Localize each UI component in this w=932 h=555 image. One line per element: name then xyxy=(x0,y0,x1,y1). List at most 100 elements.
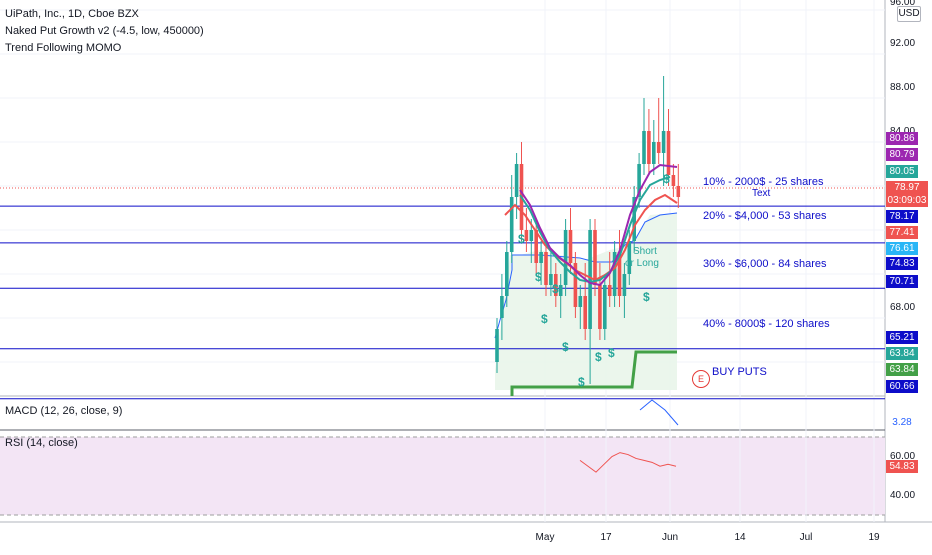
candle-body xyxy=(637,164,641,197)
price-badge: 63.84 xyxy=(886,347,918,360)
price-badge: 60.66 xyxy=(886,380,918,393)
dollar-signal: $ xyxy=(578,375,585,389)
macd-legend[interactable]: MACD (12, 26, close, 9) xyxy=(5,405,123,417)
level-label-40pct[interactable]: 40% - 8000$ - 120 shares xyxy=(703,318,830,330)
price-badge: 63.84 xyxy=(886,363,918,376)
rsi-legend[interactable]: RSI (14, close) xyxy=(5,437,78,449)
price-pane[interactable] xyxy=(0,0,885,396)
time-tick: 19 xyxy=(868,532,880,543)
dollar-signal: $ xyxy=(608,346,615,360)
candle-body xyxy=(549,274,553,285)
level-label-10pct[interactable]: 10% - 2000$ - 25 shares xyxy=(703,176,824,188)
price-badge: 76.61 xyxy=(886,242,918,255)
candle-body xyxy=(554,274,558,296)
candle-body xyxy=(671,175,676,186)
rsi-band xyxy=(0,437,885,515)
candle-body xyxy=(607,285,612,296)
dollar-signal: $ xyxy=(552,282,559,296)
price-badge: 65.21 xyxy=(886,331,918,344)
price-badge: 77.41 xyxy=(886,226,918,239)
level-label-30pct[interactable]: 30% - $6,000 - 84 shares xyxy=(703,258,827,270)
time-tick: May xyxy=(535,532,555,543)
symbol-legend[interactable]: UiPath, Inc., 1D, Cboe BZX xyxy=(5,8,139,20)
price-badge: 78.17 xyxy=(886,210,918,223)
dollar-signal: $ xyxy=(541,312,548,326)
indicator-legend-2[interactable]: Trend Following MOMO xyxy=(5,42,122,54)
candle-body xyxy=(642,131,646,164)
candle-body xyxy=(632,197,636,241)
candle-body xyxy=(534,230,538,263)
candle-body xyxy=(573,263,578,307)
candle-body xyxy=(676,186,681,197)
dollar-signal: $ xyxy=(595,350,602,364)
time-tick: Jun xyxy=(661,532,679,543)
candle-body xyxy=(647,131,651,164)
time-tick: 14 xyxy=(734,532,746,543)
candle-body xyxy=(505,252,509,296)
dollar-signal: $ xyxy=(535,270,542,284)
candle-body xyxy=(558,285,563,296)
indicator-legend-1[interactable]: Naked Put Growth v2 (-4.5, low, 450000) xyxy=(5,25,204,37)
price-badge: 74.83 xyxy=(886,257,918,270)
candle-body xyxy=(603,285,607,329)
earnings-marker[interactable]: E xyxy=(692,370,710,388)
candle-body xyxy=(661,131,666,153)
price-tick: 84.00 xyxy=(890,126,915,137)
candle-body xyxy=(598,285,602,329)
price-badge: 80.79 xyxy=(886,148,918,161)
grid xyxy=(0,0,885,522)
rsi-line xyxy=(579,452,677,473)
candle-body xyxy=(617,252,622,296)
last-price-badge: 78.97 xyxy=(886,181,928,194)
candle-body xyxy=(568,230,573,263)
ma-red xyxy=(504,193,678,282)
dollar-signal: $ xyxy=(643,290,650,304)
candle-body xyxy=(563,230,568,285)
ma-green xyxy=(519,176,671,284)
candle-body xyxy=(544,252,548,285)
candle-body xyxy=(509,197,514,252)
candle-body xyxy=(656,142,661,153)
candle-body xyxy=(622,274,627,296)
candle-body xyxy=(652,142,656,164)
candle-body xyxy=(593,230,597,285)
text-label[interactable]: Text xyxy=(752,188,771,199)
rsi-value-badge: 54.83 xyxy=(886,460,918,473)
macd-line xyxy=(639,399,679,426)
candle-body xyxy=(583,296,587,329)
price-tick: 96.00 xyxy=(890,0,916,8)
candle-body xyxy=(529,230,534,241)
candle-body xyxy=(588,230,592,329)
candle-body xyxy=(612,252,617,296)
price-tick: 68.00 xyxy=(890,302,916,313)
short-label: Short xyxy=(633,246,657,257)
dollar-signal: $ xyxy=(562,340,569,354)
countdown-badge: 03:09:03 xyxy=(886,194,928,207)
time-tick: 17 xyxy=(600,532,612,543)
support-step-line xyxy=(510,350,677,396)
rsi-tick: 40.00 xyxy=(890,490,916,501)
buy-puts-label[interactable]: BUY PUTS xyxy=(712,366,767,378)
level-label-20pct[interactable]: 20% - $4,000 - 53 shares xyxy=(703,210,827,222)
candle-body xyxy=(578,296,583,307)
candle-body xyxy=(627,241,632,274)
price-badge: 80.86 xyxy=(886,132,918,145)
price-tick: 88.00 xyxy=(890,82,916,93)
dollar-signal: $ xyxy=(518,232,525,246)
candle-body xyxy=(524,230,529,241)
candle-body xyxy=(666,131,671,175)
currency-button[interactable]: USD xyxy=(897,6,921,22)
candle-body xyxy=(514,164,519,197)
price-badge: 70.71 xyxy=(886,275,918,288)
rsi-tick: 60.00 xyxy=(890,451,916,462)
candle-body xyxy=(495,329,499,362)
candle-body xyxy=(500,296,504,318)
macd-value: 3.28 xyxy=(886,418,918,428)
price-badge: 80.05 xyxy=(886,165,918,178)
candle-body xyxy=(539,252,543,263)
level-lines xyxy=(0,205,885,400)
long-label: or Long xyxy=(625,258,659,269)
ma-purple xyxy=(519,163,678,287)
